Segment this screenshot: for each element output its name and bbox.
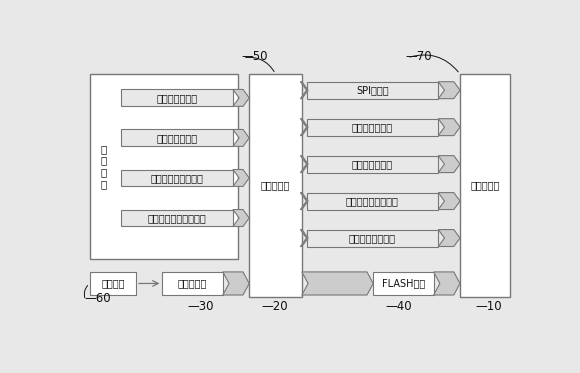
Polygon shape bbox=[233, 129, 249, 146]
Polygon shape bbox=[438, 119, 460, 136]
Polygon shape bbox=[438, 192, 460, 210]
Text: FLASH芯片: FLASH芯片 bbox=[382, 279, 425, 288]
Text: 外部灯光状态电平线: 外部灯光状态电平线 bbox=[150, 173, 203, 183]
Text: 主处理模块: 主处理模块 bbox=[470, 181, 499, 191]
Bar bbox=[89, 74, 238, 259]
Text: 外部点火电平线: 外部点火电平线 bbox=[156, 133, 197, 143]
Bar bbox=[460, 74, 510, 297]
Bar bbox=[307, 82, 438, 99]
Text: —50: —50 bbox=[241, 50, 268, 63]
Polygon shape bbox=[434, 272, 460, 295]
Polygon shape bbox=[300, 229, 308, 247]
Text: 外
部
硬
线: 外 部 硬 线 bbox=[100, 144, 107, 189]
Text: 外部方向盘按键电平线: 外部方向盘按键电平线 bbox=[147, 213, 206, 223]
Polygon shape bbox=[300, 156, 308, 173]
Polygon shape bbox=[300, 82, 308, 99]
Text: 标准倒车电平线: 标准倒车电平线 bbox=[352, 122, 393, 132]
Bar bbox=[307, 156, 438, 173]
Text: —40: —40 bbox=[386, 300, 412, 313]
Bar bbox=[162, 272, 223, 295]
Bar bbox=[373, 272, 434, 295]
Polygon shape bbox=[223, 272, 249, 295]
Polygon shape bbox=[302, 272, 373, 295]
Bar bbox=[307, 229, 438, 247]
Bar bbox=[121, 210, 233, 226]
Text: —60: —60 bbox=[84, 292, 111, 305]
Polygon shape bbox=[300, 192, 308, 210]
Polygon shape bbox=[438, 156, 460, 173]
Bar bbox=[307, 119, 438, 136]
Polygon shape bbox=[233, 210, 249, 226]
Bar bbox=[307, 192, 438, 210]
Polygon shape bbox=[438, 82, 460, 99]
Text: 外部倒车电平线: 外部倒车电平线 bbox=[156, 93, 197, 103]
Bar bbox=[121, 129, 233, 146]
Polygon shape bbox=[233, 169, 249, 186]
Text: 标准方向盘电平线: 标准方向盘电平线 bbox=[349, 233, 396, 243]
Bar bbox=[249, 74, 302, 297]
Text: 标准灯光状态电平线: 标准灯光状态电平线 bbox=[346, 196, 399, 206]
Text: —10: —10 bbox=[476, 300, 502, 313]
Text: —20: —20 bbox=[262, 300, 288, 313]
Polygon shape bbox=[438, 229, 460, 247]
Text: —30: —30 bbox=[187, 300, 213, 313]
Text: 总线适配器: 总线适配器 bbox=[261, 181, 290, 191]
Polygon shape bbox=[233, 90, 249, 106]
Text: —70: —70 bbox=[406, 50, 432, 63]
Bar bbox=[121, 169, 233, 186]
Polygon shape bbox=[300, 119, 308, 136]
Text: 外部总线: 外部总线 bbox=[101, 279, 125, 288]
Text: SPI通讯口: SPI通讯口 bbox=[356, 85, 389, 95]
Text: 总线收发器: 总线收发器 bbox=[178, 279, 207, 288]
Bar bbox=[89, 272, 136, 295]
Text: 标准点火电平线: 标准点火电平线 bbox=[352, 159, 393, 169]
Bar bbox=[121, 90, 233, 106]
